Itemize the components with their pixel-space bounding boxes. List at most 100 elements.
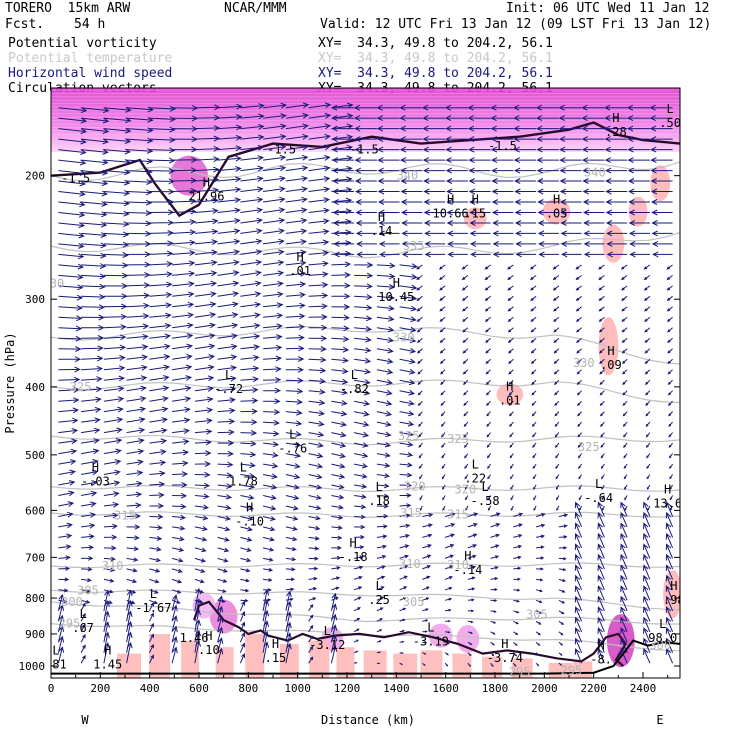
circulation-vector [149,126,176,133]
circulation-vector [217,365,238,371]
circulation-vector [126,427,146,434]
circulation-vector [490,631,496,635]
circulation-vector [537,188,559,195]
extremum-value: -.64 [584,491,613,505]
circulation-vector [126,137,154,144]
circulation-vector [331,504,344,510]
circulation-vector [194,428,213,435]
circulation-vector [126,546,140,552]
circulation-vector [172,385,192,392]
circulation-vector [126,230,152,237]
circulation-vector [535,512,546,517]
circulation-vector [484,275,491,281]
circulation-vector [103,480,121,487]
theta-label: 340 [584,166,606,180]
circulation-vector [263,270,285,277]
circulation-vector [240,429,258,436]
circulation-vector [643,501,651,517]
circulation-vector [581,136,605,143]
circulation-vector [422,136,446,143]
circulation-vector [103,491,120,497]
circulation-vector [644,337,651,344]
circulation-vector [126,417,146,423]
field-name-theta: Potential temperature [8,51,173,66]
theta-contour-line [51,325,680,365]
circulation-vector [126,271,151,278]
extremum-letter: L [595,477,602,491]
circulation-vector [620,522,628,538]
circulation-vector [507,264,514,270]
circulation-vector [463,390,469,396]
low-level-wind-shading [336,647,355,678]
circulation-vector [126,406,147,413]
circulation-vector [308,271,329,278]
circulation-vector [574,585,583,601]
circulation-vector [643,606,651,622]
circulation-vector [441,453,446,459]
circulation-vector [485,379,491,385]
circulation-vector [331,410,348,417]
circulation-vector [331,229,352,236]
valid-time: Valid: 12 UTC Fri 13 Jan 12 (09 LST Fri … [320,17,712,32]
circulation-vector [81,480,98,486]
circulation-vector [485,390,491,396]
circulation-vector [446,209,468,216]
circulation-vector [376,555,387,559]
circulation-vector [172,260,196,267]
circulation-vector [508,369,514,375]
circulation-vector [172,460,189,467]
circulation-vector [623,463,628,470]
circulation-vector [285,175,309,182]
circulation-vector [58,480,76,486]
circulation-vector [462,327,469,333]
circulation-vector [217,386,237,393]
circulation-vector [467,533,478,538]
circulation-vector [400,178,423,184]
circulation-vector [172,417,191,424]
circulation-vector [467,512,479,517]
field-xy-pv: XY= 34.3, 49.8 to 204.2, 56.1 [318,36,553,51]
circulation-vector [308,656,314,664]
circulation-vector [554,400,560,407]
circulation-vector [263,312,284,319]
circulation-vector [263,291,284,298]
circulation-vector [444,104,468,111]
extremum-value: -.14 [453,563,482,577]
circulation-vector [416,264,423,270]
circulation-vector [354,555,364,560]
circulation-vector [554,411,560,417]
circulation-vector [559,157,582,164]
circulation-vector [668,421,673,427]
circulation-vector [399,305,418,312]
circulation-vector [172,301,195,308]
theta-label: 320 [455,482,477,496]
theta-label: 315 [447,507,469,521]
circulation-vector [401,230,423,237]
circulation-vector [467,609,475,613]
circulation-vector [103,438,123,444]
extremum-value: -.10 [235,514,264,528]
circulation-vector [399,347,417,354]
circulation-vector [643,574,651,590]
circulation-vector [308,410,325,417]
circulation-vector [399,146,423,153]
circulation-vector [508,379,514,385]
circulation-vector [467,115,491,122]
circulation-vector [262,588,270,611]
circulation-vector [552,285,560,291]
circulation-vector [622,369,628,375]
circulation-vector [81,427,101,434]
circulation-vector [535,610,543,614]
circulation-vector [240,176,264,182]
circulation-vector [308,515,321,521]
circulation-vector [621,337,628,344]
circulation-vector [217,354,238,361]
circulation-vector [57,635,65,653]
circulation-vector [645,400,651,407]
circulation-vector [605,199,628,205]
circulation-vector [103,127,132,134]
extremum-letter: H [378,210,385,224]
circulation-vector [331,293,351,300]
circulation-vector [172,250,196,256]
circulation-vector [263,355,283,362]
